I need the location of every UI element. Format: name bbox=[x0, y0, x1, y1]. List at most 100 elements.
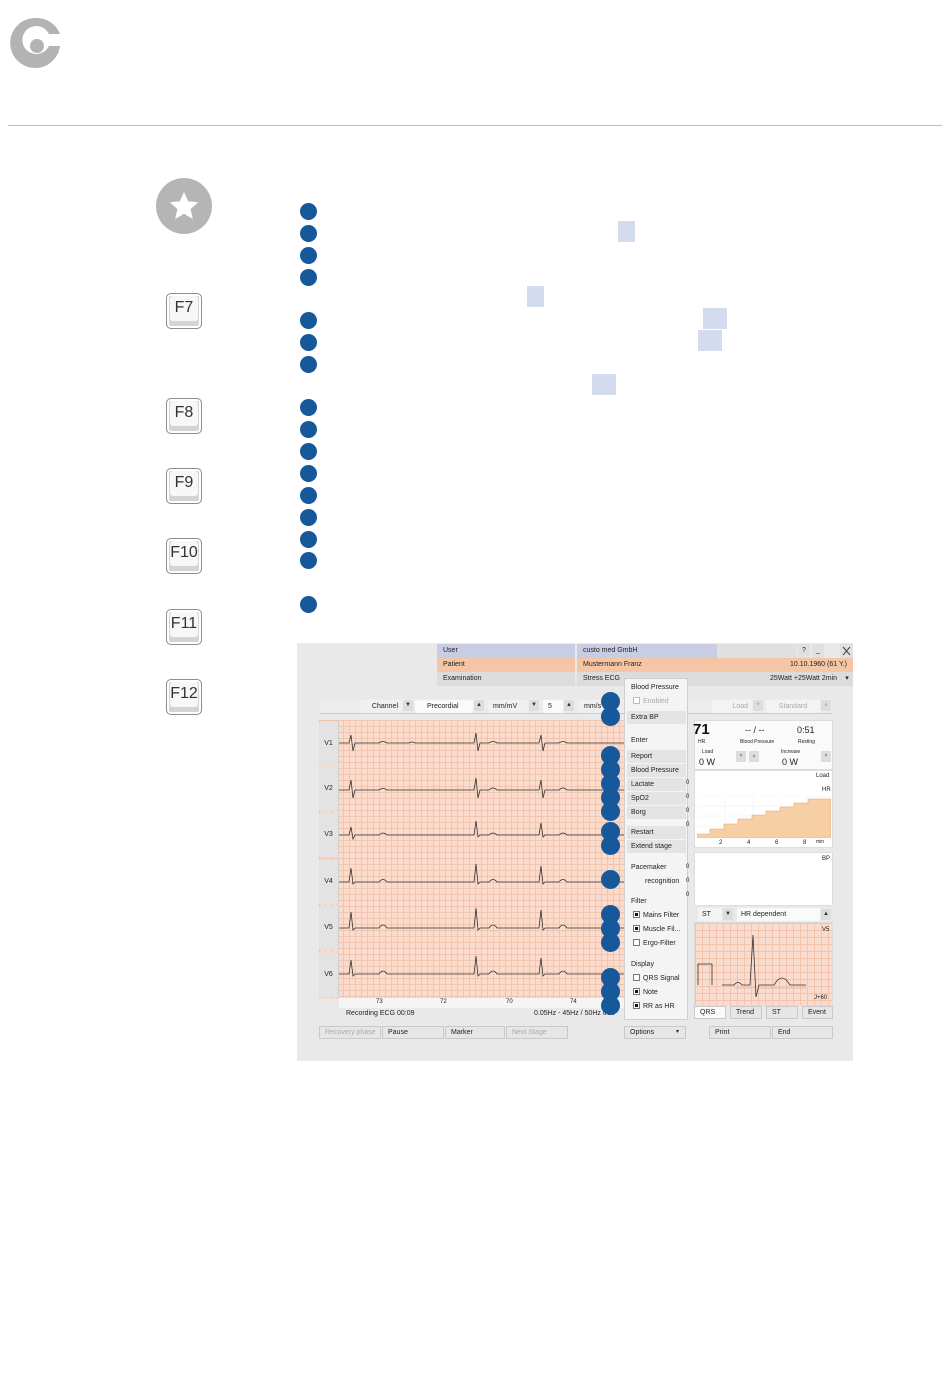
standard-select[interactable]: Standard bbox=[766, 700, 820, 713]
menu-ergo-filter[interactable]: Ergo-Filter bbox=[633, 937, 676, 950]
help-button[interactable]: ? bbox=[798, 644, 810, 658]
f11-key-icon: F11 bbox=[166, 609, 202, 645]
menu-muscle-filter-label: Muscle Fil... bbox=[643, 926, 681, 933]
menu-enabled-label: Enabled bbox=[643, 698, 669, 705]
amplitude-dropdown-icon[interactable]: ▼ bbox=[529, 700, 539, 711]
channel-label-v6[interactable]: V6 bbox=[319, 953, 339, 997]
menu-extend-stage[interactable]: Extend stage bbox=[627, 840, 686, 853]
placeholder-block bbox=[703, 308, 727, 329]
elapsed-time: 0:51 bbox=[797, 725, 815, 735]
menu-header-pacemaker: Pacemaker bbox=[631, 864, 667, 871]
lead-set-stepper-icon[interactable]: ▲ bbox=[474, 700, 484, 711]
f12-key-icon: F12 bbox=[166, 679, 202, 715]
channel-dropdown-icon[interactable]: ▼ bbox=[403, 700, 413, 711]
channel-label-v3[interactable]: V3 bbox=[319, 813, 339, 857]
channel-label-v4[interactable]: V4 bbox=[319, 860, 339, 904]
menu-borg[interactable]: Borg bbox=[627, 806, 686, 819]
patient-dob: 10.10.1960 (61 Y.) bbox=[775, 658, 853, 672]
channel-label-v2[interactable]: V2 bbox=[319, 767, 339, 811]
checkbox-icon bbox=[633, 939, 640, 946]
axis-tick: 0 bbox=[686, 864, 690, 870]
recording-status: Recording ECG 00:09 bbox=[346, 1010, 415, 1017]
close-icon[interactable] bbox=[840, 644, 853, 658]
next-stage-button[interactable]: Next Stage bbox=[506, 1026, 568, 1039]
speed-unit[interactable]: mm/s bbox=[579, 700, 605, 713]
menu-blood-pressure[interactable]: Blood Pressure bbox=[627, 764, 686, 777]
axis-tick: 0 bbox=[686, 878, 690, 884]
examination-label: Examination bbox=[437, 672, 575, 686]
list-marker bbox=[300, 356, 317, 373]
channel-select[interactable]: Channel bbox=[360, 700, 402, 713]
header-divider bbox=[8, 125, 942, 126]
st-mode-select[interactable]: ST bbox=[698, 908, 722, 921]
menu-extra-bp[interactable]: Extra BP bbox=[627, 711, 686, 724]
load-dropdown-icon[interactable]: ▼ bbox=[753, 700, 763, 711]
axis-tick: 0 bbox=[686, 794, 690, 800]
list-marker bbox=[300, 312, 317, 329]
increase-dropdown-icon[interactable]: ▾ bbox=[821, 751, 831, 762]
menu-note[interactable]: Note bbox=[633, 986, 658, 999]
channel-label-v5[interactable]: V5 bbox=[319, 906, 339, 950]
st-method-stepper-icon[interactable]: ▲ bbox=[821, 909, 831, 920]
menu-note-label: Note bbox=[643, 989, 658, 996]
vitals-panel bbox=[694, 720, 833, 770]
marker-button[interactable]: Marker bbox=[445, 1026, 505, 1039]
trend-load-label: Load bbox=[816, 773, 830, 779]
standard-stepper-icon[interactable]: ▲ bbox=[821, 700, 831, 711]
menu-mains-filter[interactable]: Mains Filter bbox=[633, 909, 679, 922]
trend-x-tick: 6 bbox=[775, 840, 779, 846]
st-mode-dropdown-icon[interactable]: ▼ bbox=[723, 909, 733, 920]
bp-label: Blood Pressure bbox=[740, 739, 775, 745]
load-label: Load bbox=[702, 749, 714, 755]
tab-event[interactable]: Event bbox=[802, 1006, 833, 1019]
load-up-icon[interactable]: ▴ bbox=[749, 751, 759, 762]
callout-marker bbox=[601, 707, 620, 726]
tab-trend[interactable]: Trend bbox=[730, 1006, 762, 1019]
strip-tick: 73 bbox=[376, 999, 383, 1005]
menu-restart[interactable]: Restart bbox=[627, 826, 686, 839]
placeholder-block bbox=[527, 286, 544, 307]
pause-button[interactable]: Pause bbox=[382, 1026, 444, 1039]
menu-enabled-checkbox[interactable]: Enabled bbox=[633, 695, 669, 708]
placeholder-block bbox=[592, 374, 616, 395]
increase-label: Increase bbox=[781, 749, 801, 755]
recovery-phase-button[interactable]: Recovery phase bbox=[319, 1026, 381, 1039]
menu-qrs-signal-label: QRS Signal bbox=[643, 975, 680, 982]
tab-st[interactable]: ST bbox=[766, 1006, 798, 1019]
list-marker bbox=[300, 269, 317, 286]
menu-rr-as-hr[interactable]: RR as HR bbox=[633, 1000, 675, 1013]
phase-label: Resting bbox=[798, 739, 815, 745]
options-button[interactable]: Options bbox=[624, 1026, 686, 1039]
protocol-dropdown-icon[interactable]: ▾ bbox=[841, 672, 853, 686]
menu-qrs-signal[interactable]: QRS Signal bbox=[633, 972, 680, 985]
menu-spo2[interactable]: SpO2 bbox=[627, 792, 686, 805]
ecg-strip-area bbox=[319, 720, 624, 999]
callout-marker bbox=[601, 692, 620, 711]
menu-report[interactable]: Report bbox=[627, 750, 686, 763]
menu-lactate[interactable]: Lactate bbox=[627, 778, 686, 791]
list-marker bbox=[300, 465, 317, 482]
tab-qrs[interactable]: QRS bbox=[694, 1006, 726, 1019]
amplitude-unit[interactable]: mm/mV bbox=[488, 700, 528, 713]
checkbox-icon bbox=[633, 974, 640, 981]
checkbox-icon bbox=[633, 988, 640, 995]
user-value: custo med GmbH bbox=[577, 644, 717, 658]
load-down-icon[interactable]: ▾ bbox=[736, 751, 746, 762]
print-button[interactable]: Print bbox=[709, 1026, 771, 1039]
menu-header-blood-pressure: Blood Pressure bbox=[631, 684, 679, 691]
end-button[interactable]: End bbox=[772, 1026, 833, 1039]
amplitude-value[interactable]: 5 bbox=[543, 700, 563, 713]
load-select[interactable]: Load bbox=[712, 700, 752, 713]
f10-key-icon: F10 bbox=[166, 538, 202, 574]
st-method-select[interactable]: HR dependent bbox=[737, 908, 820, 921]
channel-label-v1[interactable]: V1 bbox=[319, 722, 339, 766]
checkbox-icon bbox=[633, 925, 640, 932]
menu-recognition[interactable]: recognition bbox=[645, 878, 680, 885]
list-marker bbox=[300, 552, 317, 569]
menu-mains-filter-label: Mains Filter bbox=[643, 912, 680, 919]
amplitude-stepper-icon[interactable]: ▲ bbox=[564, 700, 574, 711]
minimize-button[interactable]: _ bbox=[812, 644, 824, 658]
lead-set-select[interactable]: Precordial bbox=[415, 700, 473, 713]
menu-muscle-filter[interactable]: Muscle Fil... bbox=[633, 923, 680, 936]
callout-marker bbox=[601, 836, 620, 855]
